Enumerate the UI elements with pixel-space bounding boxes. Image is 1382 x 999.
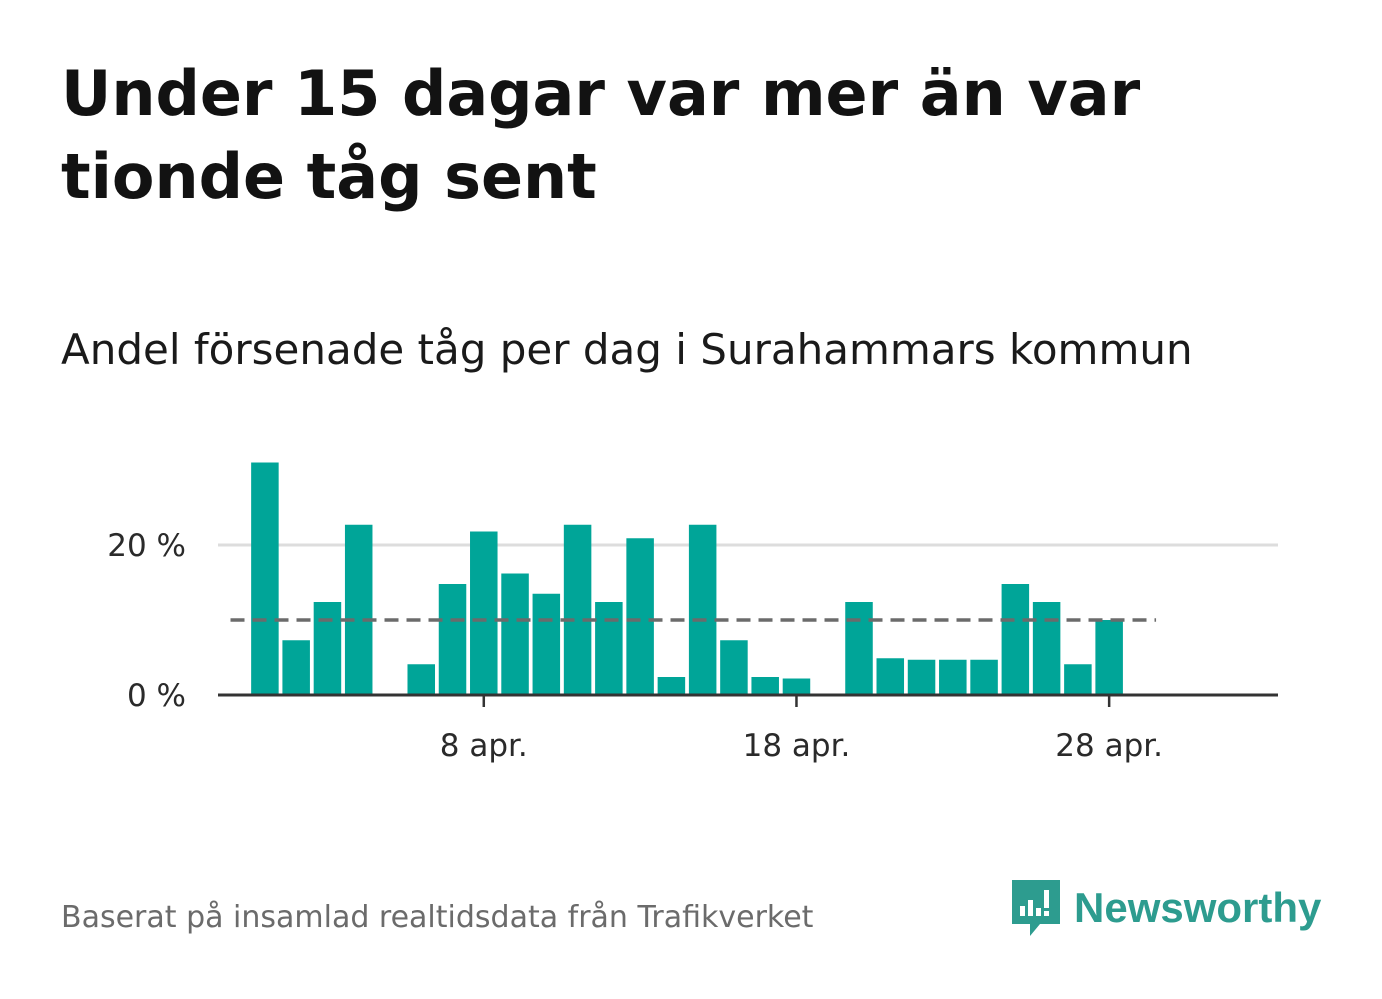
bar (407, 664, 436, 695)
bar (251, 462, 279, 695)
bar (282, 640, 310, 695)
bar (626, 538, 654, 695)
bar (438, 584, 467, 695)
bar (688, 524, 717, 695)
bar (313, 602, 342, 695)
bar (970, 659, 998, 695)
bar (470, 531, 498, 695)
bar (532, 593, 561, 695)
bar (939, 659, 967, 695)
x-tick-label: 18 apr. (743, 728, 851, 764)
bar (1032, 602, 1061, 695)
bar (501, 573, 529, 695)
bar (1001, 584, 1030, 695)
bar (344, 524, 373, 695)
bar (1095, 620, 1123, 695)
bar (907, 659, 936, 695)
bar (563, 524, 592, 695)
chart-title: Under 15 dagar var mer än var tionde tåg… (61, 57, 1141, 213)
source-note: Baserat på insamlad realtidsdata från Tr… (61, 900, 814, 935)
bars (251, 462, 1123, 695)
bar (657, 677, 686, 695)
bar (751, 677, 779, 695)
y-tick-label: 20 % (107, 528, 186, 564)
axes: 0 % 20 % 8 apr. 18 apr. 28 apr. (107, 528, 1278, 764)
brand-name: Newsworthy (1074, 884, 1322, 931)
bar (1064, 664, 1092, 695)
bar (720, 640, 748, 695)
bar (876, 658, 905, 695)
bar (595, 602, 623, 695)
x-tick-label: 28 apr. (1055, 728, 1163, 764)
x-tick-label: 8 apr. (440, 728, 528, 764)
bar (845, 602, 873, 695)
bar (782, 678, 811, 695)
y-tick-label: 0 % (127, 678, 186, 714)
brand-logo: Newsworthy (1010, 878, 1321, 938)
chart-subtitle: Andel försenade tåg per dag i Surahammar… (61, 325, 1193, 374)
newsworthy-logo-icon (1012, 880, 1060, 936)
